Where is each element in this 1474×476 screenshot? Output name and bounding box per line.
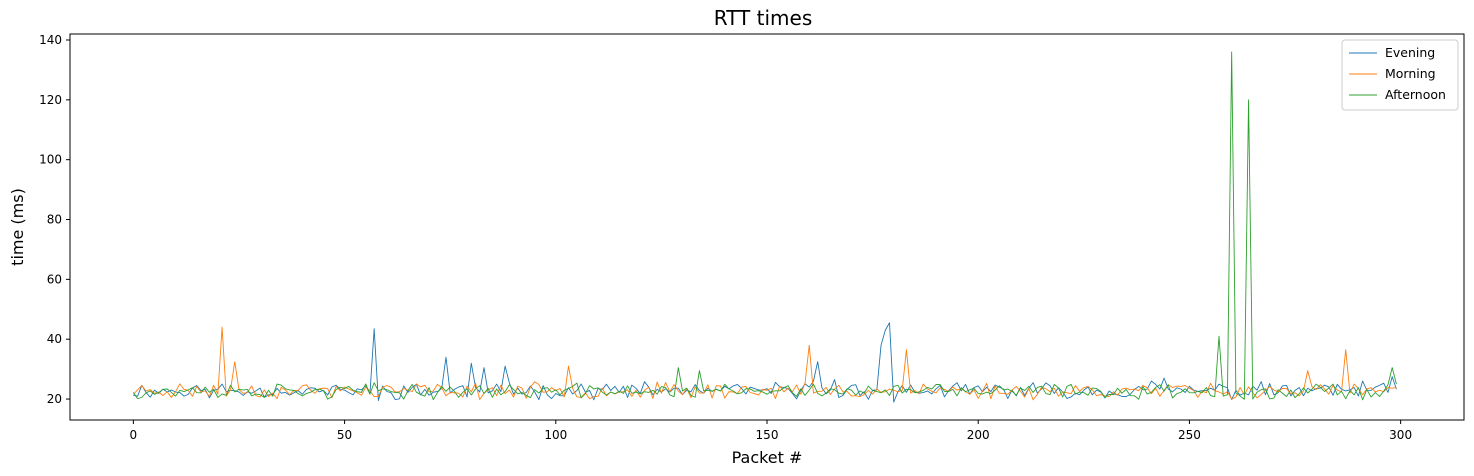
plot-frame — [69, 33, 1465, 421]
x-axis-title: Packet # — [732, 448, 803, 467]
legend-box — [1341, 39, 1459, 111]
y-axis-title: time (ms) — [8, 188, 27, 266]
y-tick-label: 80 — [47, 213, 62, 227]
chart-title: RTT times — [714, 6, 813, 30]
y-tick-label: 20 — [47, 392, 62, 406]
y-tick-label: 100 — [39, 153, 62, 167]
x-tick-label: 50 — [337, 428, 352, 442]
series-line-afternoon — [132, 51, 1397, 401]
x-axis: 0 50 100 150 200 250 300 — [130, 420, 1412, 442]
y-tick-label: 140 — [39, 33, 62, 47]
legend-label-afternoon: Afternoon — [1385, 87, 1446, 102]
y-tick-label: 60 — [47, 272, 62, 286]
x-tick-label: 300 — [1389, 428, 1412, 442]
x-tick-label: 0 — [130, 428, 138, 442]
plot-area — [132, 51, 1397, 403]
y-axis: 20 40 60 80 100 120 140 — [39, 33, 70, 406]
x-tick-label: 200 — [967, 428, 990, 442]
legend: Evening Morning Afternoon — [1341, 39, 1459, 111]
x-tick-label: 100 — [544, 428, 567, 442]
legend-label-morning: Morning — [1385, 66, 1436, 81]
x-tick-label: 250 — [1178, 428, 1201, 442]
x-tick-label: 150 — [756, 428, 779, 442]
series-line-morning — [133, 326, 1397, 401]
y-tick-label: 120 — [39, 93, 62, 107]
legend-label-evening: Evening — [1385, 45, 1435, 60]
y-tick-label: 40 — [47, 332, 62, 346]
